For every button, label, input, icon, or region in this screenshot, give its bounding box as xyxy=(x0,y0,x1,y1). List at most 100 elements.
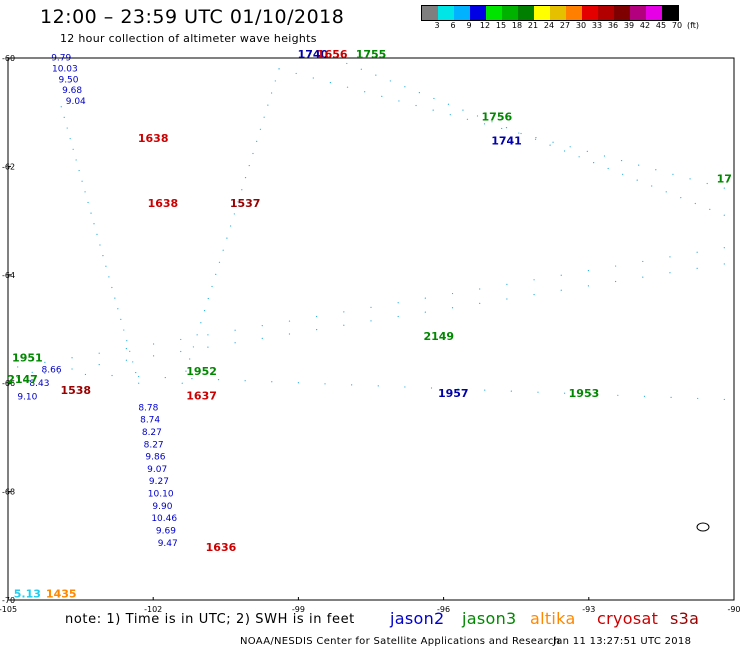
track-point xyxy=(164,376,166,379)
time-label: 1636 xyxy=(206,541,237,554)
track-point xyxy=(44,372,46,375)
credit-line: NOAA/NESDIS Center for Satellite Applica… xyxy=(240,636,561,647)
track-point xyxy=(620,159,623,162)
track-point xyxy=(189,358,191,360)
time-label: 1538 xyxy=(60,384,91,397)
track-point xyxy=(44,361,46,363)
track-point xyxy=(398,100,400,102)
track-point xyxy=(622,173,624,175)
wave-height-value: 9.47 xyxy=(158,539,178,549)
track-point xyxy=(560,274,562,276)
track-point xyxy=(351,384,353,386)
track-point xyxy=(697,397,699,400)
track-point xyxy=(617,394,619,396)
track-point xyxy=(297,382,299,384)
track-point xyxy=(432,109,434,111)
track-point xyxy=(75,159,77,161)
wave-height-value: 8.66 xyxy=(42,365,62,375)
track-point xyxy=(138,382,140,384)
track-point xyxy=(234,329,236,331)
longitude-tick-label: -105 xyxy=(0,605,17,614)
time-label: 17 xyxy=(717,173,732,186)
track-point xyxy=(316,315,318,318)
longitude-tick-label: -102 xyxy=(144,605,162,614)
track-point xyxy=(90,212,92,214)
track-point xyxy=(234,342,236,344)
track-point xyxy=(69,138,71,140)
legend-cryosat: cryosat xyxy=(597,609,659,628)
time-label: 1638 xyxy=(148,197,179,210)
track-point xyxy=(191,378,193,380)
track-point xyxy=(58,372,60,375)
track-point xyxy=(237,201,239,203)
track-point xyxy=(670,396,672,398)
legend-jason3: jason3 xyxy=(462,609,517,628)
color-scale-label: 42 xyxy=(639,21,651,30)
track-point xyxy=(587,285,590,287)
track-point xyxy=(397,315,399,318)
track-point xyxy=(457,388,459,390)
track-point xyxy=(669,272,671,274)
track-point xyxy=(343,311,345,313)
track-point xyxy=(343,324,345,326)
longitude-tick-label: -90 xyxy=(727,605,740,614)
track-point xyxy=(665,191,667,193)
color-scale-label: 3 xyxy=(434,21,440,30)
color-scale-swatch xyxy=(646,6,662,20)
color-scale-label: 12 xyxy=(479,21,491,30)
color-scale-swatch xyxy=(598,6,614,20)
track-point xyxy=(17,366,19,368)
track-point xyxy=(329,81,332,84)
track-point xyxy=(449,114,451,116)
track-point xyxy=(672,173,674,175)
track-point xyxy=(98,352,100,354)
island-outline xyxy=(696,522,710,532)
track-point xyxy=(462,109,464,111)
time-label: 1741 xyxy=(491,135,522,148)
color-scale-label: 36 xyxy=(607,21,619,30)
track-point xyxy=(723,247,725,249)
generated-timestamp: Jan 11 13:27:51 UTC 2018 xyxy=(553,636,692,647)
track-point xyxy=(17,377,19,379)
track-point xyxy=(87,201,89,204)
track-point xyxy=(479,302,481,304)
track-point xyxy=(466,118,469,120)
track-point xyxy=(78,169,80,172)
track-point xyxy=(215,273,217,275)
track-point xyxy=(252,152,254,155)
track-point xyxy=(430,387,433,389)
wave-height-value: 8.78 xyxy=(138,403,158,413)
track-point xyxy=(346,86,349,88)
track-point xyxy=(138,375,140,378)
track-point xyxy=(642,276,644,278)
track-point xyxy=(424,311,426,313)
track-point xyxy=(117,308,119,310)
track-point xyxy=(484,389,486,391)
track-point xyxy=(696,267,698,269)
longitude-tick-label: -96 xyxy=(437,605,450,614)
time-label: 1756 xyxy=(482,110,513,123)
page-title: 12:00 – 23:59 UTC 01/10/2018 xyxy=(40,6,345,28)
track-point xyxy=(680,197,682,199)
track-point xyxy=(259,128,262,130)
track-point xyxy=(233,213,235,215)
color-scale-swatch xyxy=(630,6,646,20)
track-point xyxy=(706,182,708,185)
track-point xyxy=(111,374,113,377)
track-point xyxy=(483,123,486,125)
track-point xyxy=(218,261,221,263)
track-point xyxy=(203,310,206,312)
color-scale-label: 9 xyxy=(466,21,472,30)
color-scale-swatch xyxy=(454,6,470,20)
track-point xyxy=(207,334,209,336)
track-point xyxy=(564,392,566,394)
legend-jason2: jason2 xyxy=(390,609,445,628)
longitude-tick-label: -93 xyxy=(582,605,595,614)
track-point xyxy=(669,256,671,258)
map-frame xyxy=(7,57,735,601)
track-point xyxy=(71,357,73,359)
time-label: 1537 xyxy=(230,197,261,210)
track-point xyxy=(244,380,246,382)
track-point xyxy=(533,294,535,296)
